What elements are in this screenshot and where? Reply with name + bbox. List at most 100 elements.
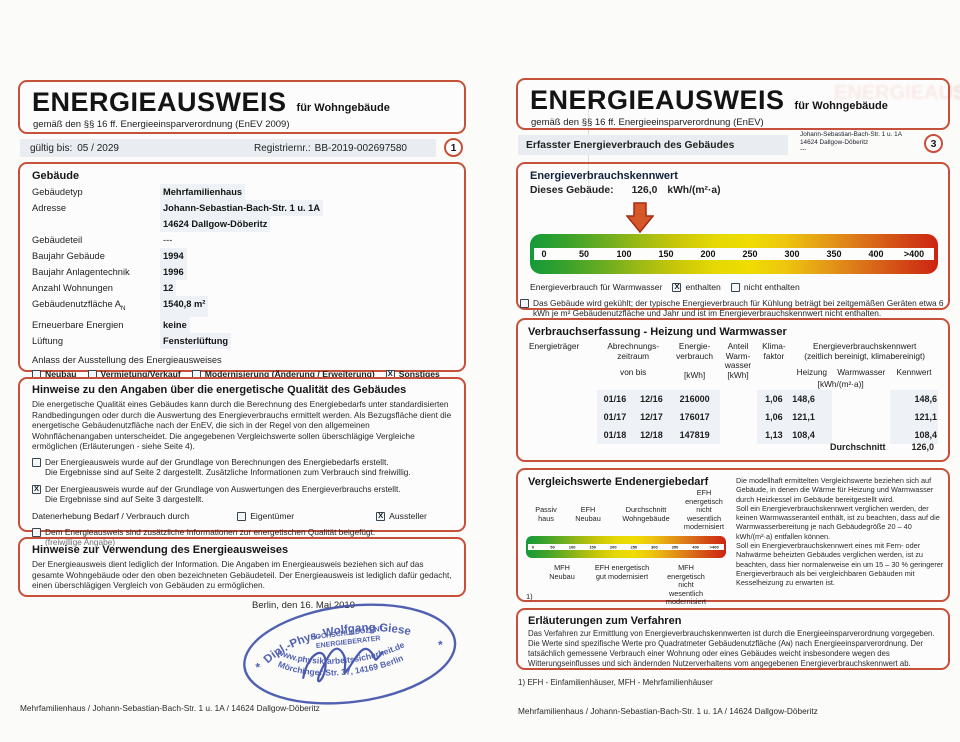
field-erneuerbare-energien: Erneuerbare Energien keine: [32, 316, 452, 333]
registry-label: Registriernr.:: [253, 142, 311, 154]
hints-quality-box: Hinweise zu den Angaben über die energet…: [18, 377, 466, 547]
col-klimafaktor: Klima- faktor: [762, 341, 786, 361]
efh-mfh-footnote: 1) EFH - Einfamilienhäuser, MFH - Mehrfa…: [518, 678, 713, 687]
value-arrow-icon: [626, 202, 654, 234]
verfahren-box: Erläuterungen zum Verfahren Das Verfahre…: [516, 608, 950, 670]
label-durchschnitt: Durchschnitt Wohngebäude: [622, 505, 670, 523]
footer-building-ref: Mehrfamilienhaus / Johann-Sebastian-Bach…: [518, 706, 818, 716]
scale-tick: 250: [742, 249, 758, 259]
field-adresse: Adresse Johann-Sebastian-Bach-Str. 1 u. …: [32, 200, 452, 216]
scale-tick: >400: [709, 544, 719, 550]
checkbox-verbrauch-basis: X Der Energieausweis wurde auf der Grund…: [32, 483, 401, 505]
hints-quality-heading: Hinweise zu den Angaben über die energet…: [32, 384, 407, 396]
valid-until-label: gültig bis:: [30, 142, 73, 154]
scale-tick: 250: [630, 544, 638, 550]
page-subtitle: gemäß den §§ 16 ff. Energieeinsparverord…: [531, 117, 764, 128]
page-subtitle: gemäß den §§ 16 ff. Energieeinsparverord…: [33, 119, 290, 130]
col-zeitraum: Abrechnungs- zeitraum: [607, 341, 660, 361]
scale-tick: 50: [550, 544, 555, 550]
col-kennwert-unit: [kWh/(m²·a)]: [817, 379, 864, 390]
hints-usage-heading: Hinweise zur Verwendung des Energieauswe…: [32, 544, 289, 556]
label-passivhaus: Passiv haus: [535, 505, 557, 523]
scale-tick: 0: [531, 544, 535, 550]
durchschnitt-label: Durchschnitt: [829, 442, 886, 452]
verfahren-heading: Erläuterungen zum Verfahren: [528, 615, 682, 627]
scale-tick: 400: [868, 249, 884, 259]
col-anteil-warmwasser: Anteil Warm- wasser [kWh]: [724, 341, 752, 380]
hints-usage-box: Hinweise zur Verwendung des Energieauswe…: [18, 537, 466, 597]
table-row: 01/17 12/17 176017 1,06 121,1 121,1: [528, 407, 938, 426]
vergleich-scale-bar: 0 50 100 150 200 250 300 350 400 >400: [526, 536, 726, 558]
anlass-label: Anlass der Ausstellung des Energieauswei…: [32, 354, 222, 365]
scale-tick-stripe: 0 50 100 150 200 250 300 350 400 >400: [528, 544, 724, 550]
scale-tick: 200: [609, 544, 617, 550]
energy-scale-bar: 0 50 100 150 200 250 300 350 400 >400: [530, 234, 938, 274]
checkbox-icon: [730, 283, 740, 292]
checkbox-icon: [520, 299, 529, 308]
footnote-mark: 1): [526, 592, 533, 601]
field-gebaeudetyp: Gebäudetyp Mehrfamilienhaus: [32, 184, 452, 200]
field-baujahr-anlagentechnik: Baujahr Anlagentechnik 1996: [32, 264, 452, 280]
checkbox-bedarf-basis: Der Energieausweis wurde auf der Grundla…: [32, 457, 411, 478]
col-kennwert: Kennwert: [896, 366, 932, 377]
scale-tick: 350: [826, 249, 842, 259]
an-subscript: N: [120, 304, 126, 312]
scale-tick: 300: [784, 249, 800, 259]
col-warmwasser: Warmwasser: [837, 366, 886, 377]
verfahren-text: Das Verfahren zur Ermittlung von Energie…: [528, 629, 935, 668]
checkbox-icon: X: [672, 282, 682, 292]
certificate-page-3: ENERGIEAUSWEIS ENERGIEAUSWEIS für Wohnge…: [512, 0, 960, 742]
scale-tick: 0: [541, 249, 547, 259]
kennwert-box: Energieverbrauchskennwert Dieses Gebäude…: [516, 162, 950, 318]
kennwert-value-row: Dieses Gebäude: 126,0 kWh/(m²·a): [530, 185, 936, 196]
anlass-options: Neubau Vermietung/Verkauf Modernisierung…: [32, 369, 452, 379]
page-number-badge: 1: [444, 138, 463, 157]
building-heading: Gebäude: [32, 170, 80, 182]
table-row: 01/18 12/18 147819 1,13 108,4 108,4: [528, 425, 938, 444]
section-band-heading: Erfasster Energieverbrauch des Gebäudes: [526, 139, 735, 151]
label-efh-nicht-modernisiert: EFH energetisch nicht wesentlich moderni…: [683, 488, 725, 532]
datenerhebung-row: Datenerhebung Bedarf / Verbrauch durch E…: [32, 511, 452, 521]
checkbox-icon: [32, 527, 41, 537]
scale-tick: 100: [616, 249, 632, 259]
field-adresse-line2: 14624 Dallgow-Döberitz: [32, 216, 452, 232]
page-number: 3: [930, 137, 937, 150]
section-band: Erfasster Energieverbrauch des Gebäudes: [518, 135, 788, 155]
checkbox-ww-nicht-enthalten: nicht enthalten: [730, 282, 800, 292]
table-row: 01/16 12/16 216000 1,06 148,6 148,6: [528, 389, 938, 408]
stamp-star-right-icon: *: [437, 638, 444, 653]
hints-usage-paragraph: Der Energieausweis dient lediglich der I…: [32, 559, 452, 591]
building-box: Gebäude Gebäudetyp Mehrfamilienhaus Adre…: [18, 162, 466, 379]
band-address: Johann-Sebastian-Bach-Str. 1 u. 1A 14624…: [800, 131, 902, 154]
bleedthrough-ghost-title: ENERGIEAUSWEIS: [834, 82, 960, 104]
col-kennwert-group: Energieverbrauchskennwert (zeitlich bere…: [804, 341, 926, 361]
field-anzahl-wohnungen: Anzahl Wohnungen 12: [32, 280, 452, 296]
checkbox-zusatzinfo: Dem Energieausweis sind zusätzliche Info…: [32, 527, 375, 548]
hints-quality-paragraph: Die energetische Qualität eines Gebäudes…: [32, 399, 452, 452]
scale-tick: 300: [651, 544, 658, 550]
kennwert-unit: kWh/(m²·a): [667, 185, 721, 196]
verbrauch-box: Verbrauchserfassung - Heizung und Warmwa…: [516, 318, 950, 462]
certificate-page-1: ENERGIEAUSWEIS für Wohngebäude gemäß den…: [14, 0, 472, 742]
issue-date: Berlin, den 16. Mai 2019: [252, 600, 355, 611]
checkbox-aussteller: X Aussteller: [376, 510, 427, 521]
vergleich-heading: Vergleichswerte Endenergiebedarf: [528, 476, 709, 488]
page-title-suffix: für Wohngebäude: [794, 100, 888, 112]
durchschnitt-value: 126,0: [911, 442, 934, 452]
issuer-stamp: Dipl.-Phys. Wolfgang Giese HOCHSCHULDOZE…: [233, 589, 467, 724]
scale-tick: 400: [692, 544, 699, 550]
footer-building-ref: Mehrfamilienhaus / Johann-Sebastian-Bach…: [20, 703, 320, 713]
page-number-badge: 3: [924, 134, 943, 153]
vergleich-explanation: Die modellhaft ermittelten Vergleichswer…: [736, 476, 944, 588]
col-energieverbrauch: Energie- verbrauch [kWh]: [676, 341, 714, 380]
stamp-oval: [243, 603, 457, 705]
col-heizung: Heizung: [796, 366, 828, 377]
title-box-p1: ENERGIEAUSWEIS für Wohngebäude gemäß den…: [18, 80, 466, 134]
durchschnitt-row: Durchschnitt 126,0: [830, 442, 934, 452]
field-gebaeudeteil: Gebäudeteil ---: [32, 235, 173, 245]
col-von-bis: von bis: [620, 366, 647, 377]
checkbox-icon: [237, 511, 247, 521]
registry-value: BB-2019-002697580: [314, 142, 407, 154]
checkbox-icon: X: [32, 483, 41, 494]
verbrauch-heading: Verbrauchserfassung - Heizung und Warmwa…: [528, 326, 787, 338]
